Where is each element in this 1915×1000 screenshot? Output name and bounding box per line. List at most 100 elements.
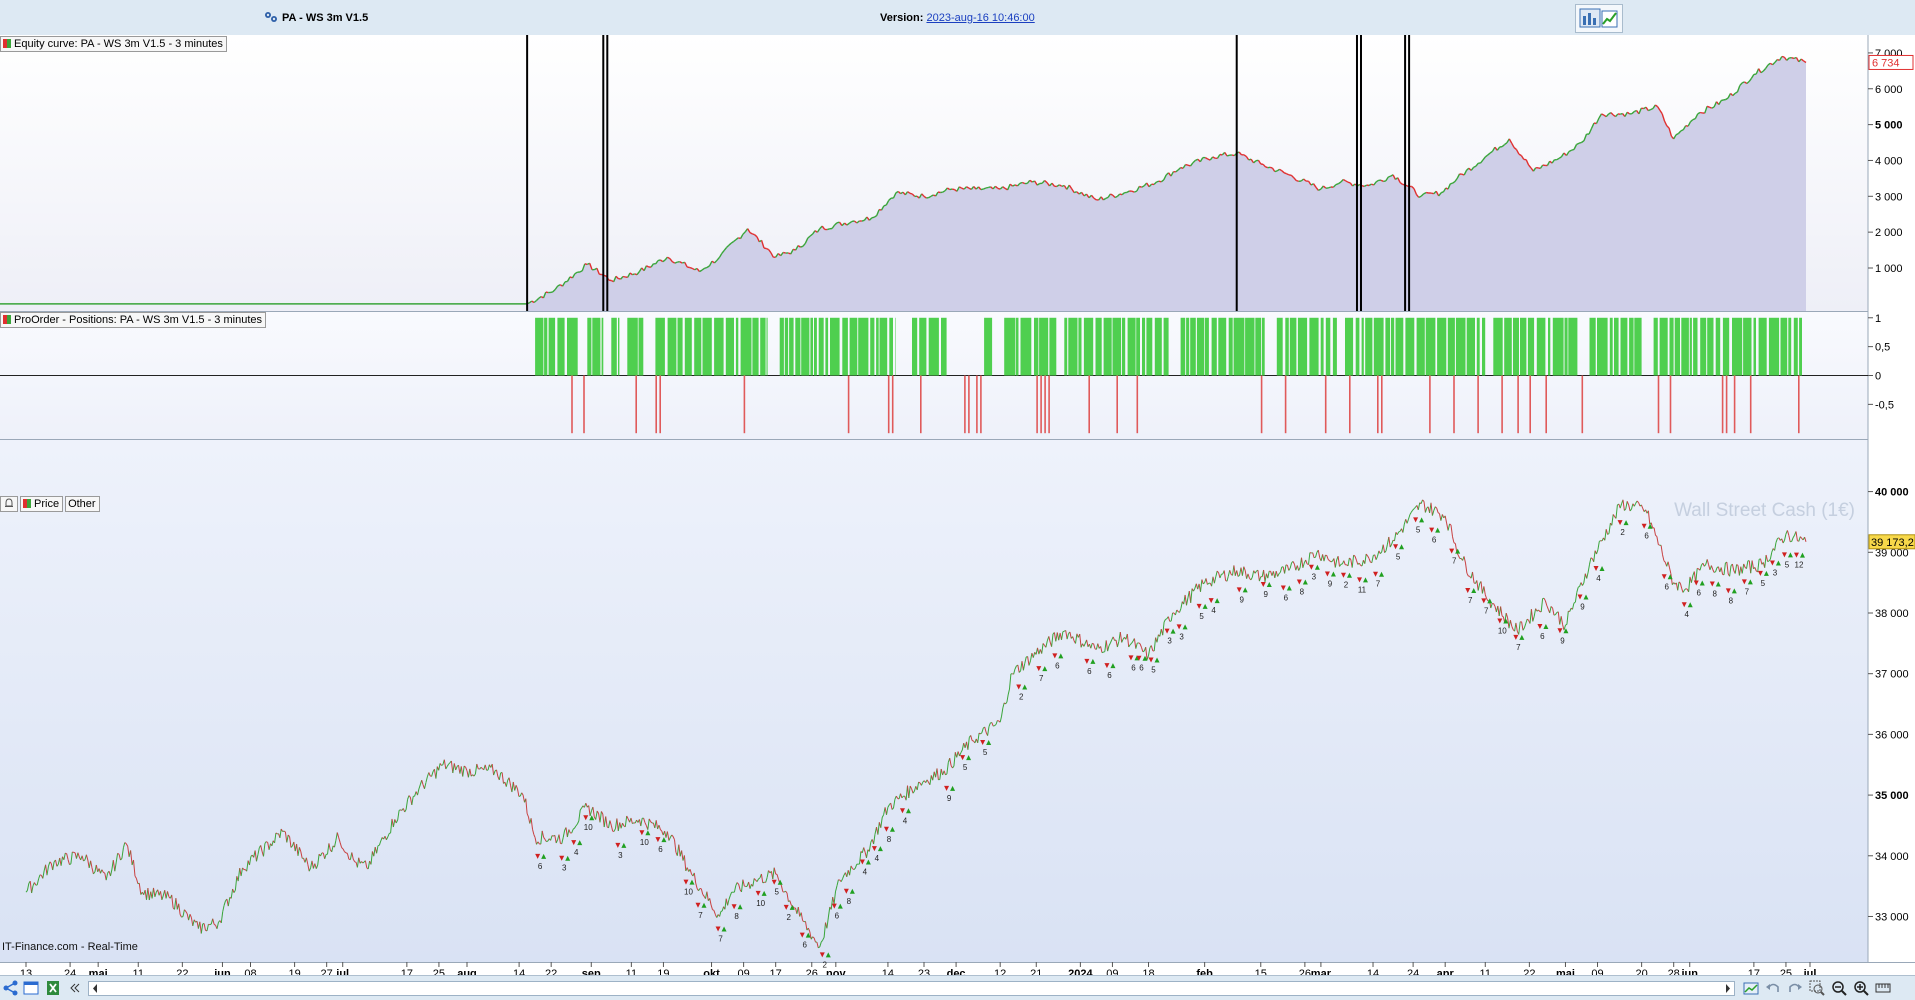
long-position-bar [1064, 318, 1067, 376]
trade-marker-label: 4 [875, 854, 880, 863]
long-position-bar [1660, 318, 1668, 376]
price-segment [346, 853, 347, 854]
time-scrollbar[interactable] [88, 981, 1735, 996]
redo-icon[interactable] [1786, 979, 1804, 997]
equity-segment [1712, 107, 1714, 108]
trade-marker-label: 3 [1312, 573, 1317, 582]
price-y-tick-label: 37 000 [1875, 669, 1909, 681]
trade-marker-label: 7 [718, 934, 723, 943]
short-position-bar [1044, 376, 1046, 434]
x-tick-label: okt [703, 968, 720, 975]
price-segment [1578, 586, 1579, 587]
long-position-bar [1732, 318, 1742, 376]
trade-marker-label: 6 [1055, 661, 1060, 670]
long-position-bar [1448, 318, 1455, 376]
positions-y-tick-label: -0,5 [1875, 399, 1894, 411]
report-icon[interactable] [1742, 979, 1760, 997]
equity-segment [1157, 181, 1159, 182]
report-button[interactable] [1575, 4, 1623, 33]
long-position-bar [694, 318, 701, 376]
long-position-bar [1723, 318, 1729, 376]
x-tick-label: 09 [737, 968, 749, 975]
long-position-bar [736, 318, 738, 376]
long-position-bar [984, 318, 992, 376]
trade-marker-label: 5 [983, 748, 988, 757]
zoom-in-icon[interactable] [1852, 979, 1870, 997]
zoom-out-icon[interactable] [1830, 979, 1848, 997]
equity-segment [986, 188, 988, 189]
window-title: PA - WS 3m V1.5 [282, 12, 368, 24]
long-position-bar [1049, 318, 1056, 376]
x-tick-label: 20 [1635, 968, 1647, 975]
tab-price[interactable]: Price [20, 496, 63, 512]
equity-y-tick-label: 5 000 [1875, 120, 1903, 132]
equity-segment [872, 217, 874, 218]
trade-marker-label: 4 [574, 848, 579, 857]
equity-segment [690, 268, 693, 269]
equity-last-value-text: 6 734 [1872, 57, 1900, 69]
equity-segment [1782, 57, 1784, 58]
long-position-bar [1078, 318, 1081, 376]
long-position-bar [1565, 318, 1568, 376]
price-last-value-text: 39 173,2 [1871, 537, 1914, 549]
positions-panel-label[interactable]: ProOrder - Positions: PA - WS 3m V1.5 - … [0, 312, 266, 328]
long-position-bar [1700, 318, 1706, 376]
long-position-bar [1781, 318, 1788, 376]
excel-icon[interactable] [44, 979, 62, 997]
equity-segment [1020, 183, 1023, 184]
long-position-bar [544, 318, 547, 376]
equity-segment [1132, 191, 1134, 192]
window-icon[interactable] [22, 979, 40, 997]
long-position-bar [1290, 318, 1297, 376]
scroll-right-icon[interactable] [1726, 984, 1730, 993]
share-icon[interactable] [2, 979, 20, 997]
positions-y-tick-label: 1 [1875, 313, 1881, 325]
long-position-bar [1482, 318, 1485, 376]
tab-other[interactable]: Other [65, 496, 100, 512]
price-segment [1566, 624, 1567, 625]
short-position-bar [1377, 376, 1379, 434]
long-position-bar [912, 318, 917, 376]
trade-marker-label: 8 [887, 835, 892, 844]
price-segment [70, 864, 71, 865]
long-position-bar [549, 318, 556, 376]
positions-swatch-icon [3, 315, 11, 324]
equity-segment [1792, 58, 1794, 59]
equity-panel-label[interactable]: Equity curve: PA - WS 3m V1.5 - 3 minute… [0, 36, 227, 52]
x-tick-label: jul [1803, 968, 1817, 975]
long-position-bar [814, 318, 817, 376]
zoom-area-icon[interactable] [1808, 979, 1826, 997]
long-position-bar [1690, 318, 1692, 376]
trade-marker-label: 5 [1151, 665, 1156, 674]
collapse-icon[interactable] [66, 979, 84, 997]
bell-icon[interactable] [0, 496, 18, 512]
price-segment [182, 917, 184, 918]
equity-segment [675, 262, 678, 263]
equity-segment [623, 277, 625, 278]
undo-icon[interactable] [1764, 979, 1782, 997]
price-segment [1599, 541, 1600, 542]
trade-marker-label: 7 [1745, 587, 1750, 596]
short-position-bar [1325, 376, 1327, 434]
x-tick-label: 09 [1591, 968, 1603, 975]
long-position-bar [880, 318, 888, 376]
long-position-bar [611, 318, 617, 376]
price-segment [972, 741, 973, 742]
equity-segment [1287, 174, 1289, 175]
x-tick-label: 22 [176, 968, 188, 975]
equity-segment [1134, 191, 1137, 192]
equity-segment [1474, 166, 1476, 167]
scroll-left-icon[interactable] [93, 984, 97, 993]
equity-segment [1450, 183, 1452, 184]
price-segment [378, 845, 379, 846]
settings-icon[interactable] [1874, 979, 1892, 997]
equity-segment [950, 189, 952, 190]
short-position-bar [1670, 376, 1672, 434]
equity-segment [604, 275, 606, 276]
long-position-bar [1759, 318, 1767, 376]
price-segment [1331, 561, 1333, 562]
x-tick-label: 17 [1748, 968, 1760, 975]
trade-marker-label: 4 [863, 867, 868, 876]
version-link[interactable]: 2023-aug-16 10:46:00 [926, 12, 1034, 24]
